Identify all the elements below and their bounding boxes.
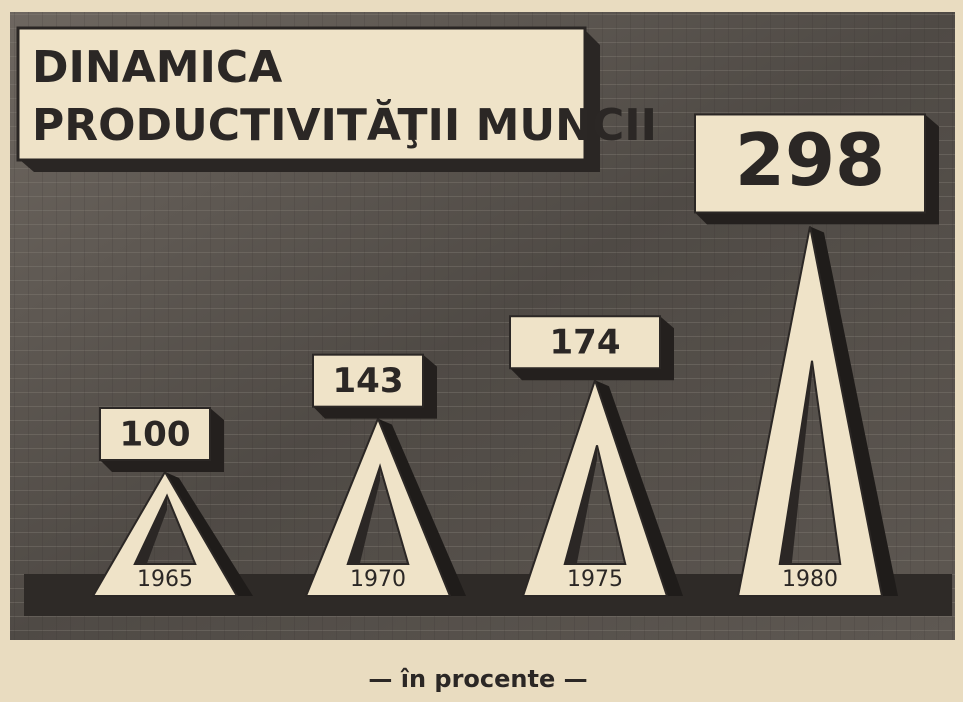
data-label: 143 [333,361,404,401]
x-tick-label: 1980 [782,567,838,592]
x-tick-label: 1965 [137,567,193,592]
chart-title-line: PRODUCTIVITĂŢII MUNCII [32,98,657,151]
title-panel [16,26,587,162]
bar [521,377,669,597]
data-label: 174 [550,323,621,363]
label-shadow [510,316,674,381]
triangle-shadow [378,418,466,596]
triangle-shadow [810,226,898,597]
x-tick-label: 1970 [350,567,406,592]
triangle-shadow [595,380,683,596]
chart-subtitle: — în procente — [368,665,587,693]
x-tick-label: 1975 [567,567,623,592]
label-box [694,113,926,214]
triangle-inner-shade [347,466,380,564]
label-box [312,353,424,408]
label-shadow [100,408,224,472]
title-box: DINAMICA PRODUCTIVITĂŢII MUNCII [16,26,657,172]
bar [736,226,884,597]
triangle-inner-shade [134,495,167,564]
data-label: 100 [120,415,191,455]
label-box [509,315,661,370]
triangle-shadow [165,472,253,596]
chart-title-line: DINAMICA [32,42,282,93]
label-box [99,407,211,461]
data-label: 298 [735,118,885,202]
label-shadow [313,354,437,419]
